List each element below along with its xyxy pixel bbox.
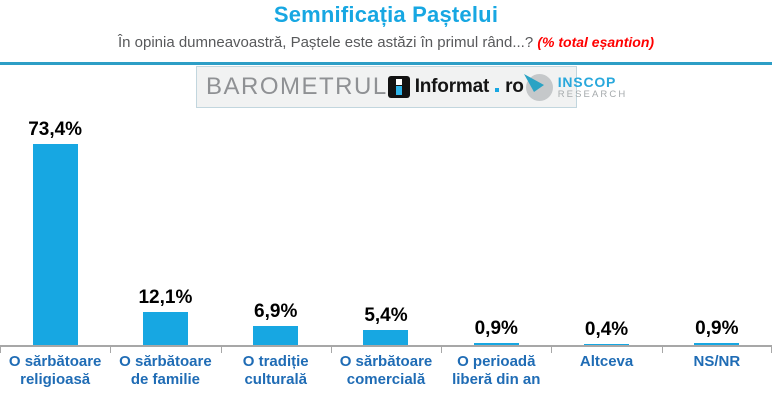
logo-banner: BAROMETRUL Informat ro INSCOP RESEARCH <box>196 66 625 108</box>
bar-column: 6,9% <box>221 301 331 345</box>
inscop-logo: INSCOP RESEARCH <box>523 72 628 102</box>
informat-logo-icon <box>387 76 410 98</box>
inscop-research: RESEARCH <box>557 88 628 100</box>
informat-logo-tld: ro <box>505 76 524 97</box>
bar-value-label: 0,9% <box>695 317 739 339</box>
bar-column: 0,4% <box>551 319 661 345</box>
axis-tick <box>551 347 553 353</box>
category-label: Altceva <box>579 353 634 370</box>
axis-tick <box>330 347 332 353</box>
divider-rule <box>0 62 772 65</box>
bar-value-label: 6,9% <box>254 301 298 323</box>
category-label: NS/NR <box>693 353 741 370</box>
bar-value-label: 0,9% <box>474 317 518 339</box>
bar-column: 12,1% <box>110 287 220 345</box>
category-axis: O sărbătoare religioasă O sărbătoare de f… <box>0 353 772 390</box>
sample-note: (% total eșantion) <box>537 34 655 50</box>
bar-column: 73,4% <box>0 119 110 345</box>
informat-logo: Informat ro <box>387 76 524 98</box>
inscop-name: INSCOP <box>557 73 617 90</box>
inscop-logo-text: INSCOP RESEARCH <box>558 75 628 100</box>
informat-dot-separator <box>495 88 500 92</box>
page-title: Semnificația Paștelui <box>273 2 499 27</box>
axis-tick <box>110 347 112 353</box>
axis-tick <box>220 347 222 353</box>
bar <box>253 326 299 345</box>
bar <box>584 343 630 345</box>
category-label: O tradiție culturală <box>242 353 309 389</box>
bar-value-label: 0,4% <box>584 318 629 340</box>
category-label: O perioadă liberă din an <box>452 353 541 389</box>
bar-column: 5,4% <box>331 305 441 345</box>
subtitle-question: În opinia dumneavoastră, Paștele este as… <box>117 34 534 51</box>
bar <box>473 342 519 345</box>
inscop-logo-icon <box>523 74 553 101</box>
informat-icon-dot <box>395 79 402 85</box>
category-label: O sărbătoare comercială <box>339 353 433 389</box>
plot-area: 73,4% 12,1% 6,9% 5,4% 0,9% 0,4% 0,9% <box>0 112 772 353</box>
bar <box>32 143 78 345</box>
barometrul-logo: BAROMETRUL <box>206 73 388 100</box>
axis-tick <box>661 347 663 353</box>
informat-logo-name: Informat <box>414 76 490 97</box>
bar-value-label: 73,4% <box>28 118 83 140</box>
bar <box>142 311 188 345</box>
bar <box>694 342 740 345</box>
category-label: O sărbătoare religioasă <box>8 353 102 389</box>
category-label: O sărbătoare de familie <box>119 353 212 389</box>
informat-icon-stem <box>395 86 402 95</box>
bar-value-label: 5,4% <box>364 305 408 327</box>
bar-value-label: 12,1% <box>138 286 193 308</box>
bar-column: 0,9% <box>441 318 551 345</box>
chart-subtitle: În opinia dumneavoastră, Paștele este as… <box>0 34 772 51</box>
bar-chart: 73,4% 12,1% 6,9% 5,4% 0,9% 0,4% 0,9% O sărbăto… <box>0 112 772 390</box>
bar-column: 0,9% <box>662 318 772 345</box>
bar <box>363 330 409 345</box>
axis-tick <box>0 347 1 353</box>
axis-tick <box>441 347 443 353</box>
